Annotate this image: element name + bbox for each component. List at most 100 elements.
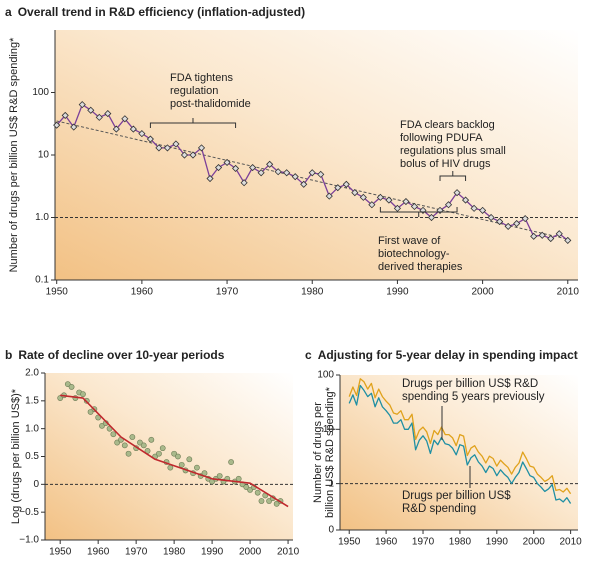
x-tick-label: 2010 [559, 537, 582, 548]
scatter-point [247, 486, 253, 493]
point-marker [257, 169, 265, 177]
point-marker [214, 163, 223, 172]
x-tick-label: 2000 [523, 537, 546, 548]
point-marker [479, 206, 487, 214]
point-marker [513, 219, 521, 228]
y-axis-label: billion US$ R&D spending* [324, 386, 336, 518]
series-label: Drugs per billion US$ R&D spending 5 yea… [402, 378, 545, 403]
panel-letter: b [5, 348, 12, 362]
scatter-point [228, 459, 234, 465]
y-tick-label: 0.5 [25, 451, 39, 462]
y-tick-label: 10 [38, 150, 50, 161]
point-marker [444, 201, 453, 209]
y-tick-label: 100 [317, 370, 334, 381]
point-marker [180, 151, 189, 159]
x-tick-label: 1980 [449, 537, 472, 548]
scatter-point [99, 422, 105, 429]
point-marker [317, 170, 325, 178]
scatter-point [273, 500, 280, 507]
annotation-text: regulation [170, 85, 218, 97]
point-marker [232, 164, 240, 172]
annotation-bracket [379, 207, 458, 217]
panel-letter: c [305, 348, 312, 362]
annotation-text: post-thalidomide [170, 98, 251, 110]
point-marker [461, 196, 470, 204]
point-marker [385, 196, 393, 204]
point-marker [300, 180, 308, 188]
annotation-text: biotechnology- [378, 248, 450, 260]
point-marker [61, 111, 69, 119]
y-tick-label: 2.0 [25, 368, 39, 379]
y-axis-label: Number of drugs per billion US$ R&D spen… [8, 37, 20, 273]
y-axis-label: Log (drugs per billion US$)* [10, 388, 22, 524]
y-tick-label: 1.0 [35, 212, 49, 223]
point-marker [359, 193, 367, 201]
point-marker [470, 204, 478, 212]
scatter-point [159, 445, 166, 452]
title-text: Adjusting for 5-year delay in spending i… [318, 348, 578, 362]
y-tick-label: 10 [323, 424, 335, 435]
y-tick-label: −1.0 [19, 535, 39, 546]
point-marker [419, 206, 427, 214]
scatter-point [114, 439, 121, 446]
series-line [348, 378, 572, 495]
x-tick-label: 1980 [301, 287, 324, 298]
point-marker [368, 201, 376, 209]
scatter-point [121, 442, 128, 449]
scatter-point [216, 473, 223, 479]
point-marker [266, 160, 274, 168]
x-tick-label: 1950 [338, 537, 361, 548]
point-marker [555, 230, 563, 238]
point-marker [427, 213, 436, 222]
x-tick-label: 1960 [375, 537, 398, 548]
point-marker [410, 202, 419, 211]
title-text: Overall trend in R&D efficiency (inflati… [18, 5, 305, 19]
scatter-point [266, 498, 272, 504]
x-tick-label: 2000 [239, 547, 262, 558]
annotation-text: derived therapies [378, 261, 463, 273]
y-tick-label: 0 [328, 525, 334, 536]
scatter-point [68, 384, 75, 390]
point-marker [78, 101, 86, 109]
point-marker [376, 193, 384, 201]
point-marker [325, 192, 333, 200]
annotation-text: FDA tightens [170, 72, 233, 84]
y-tick-label: 1.5 [25, 395, 39, 406]
scatter-point [140, 442, 147, 449]
x-tick-label: 1980 [163, 547, 186, 558]
point-marker [104, 110, 112, 118]
fit-line [60, 394, 289, 508]
point-marker [564, 236, 572, 244]
point-marker [70, 123, 78, 131]
trend-line [56, 120, 568, 240]
y-tick-label: 100 [32, 87, 49, 98]
scatter-point [186, 456, 193, 463]
point-marker [342, 180, 350, 188]
y-tick-label: 1.0 [25, 423, 39, 434]
x-tick-label: 2010 [277, 547, 300, 558]
y-tick-label: 0.1 [35, 275, 49, 286]
scatter-point [178, 461, 185, 468]
annotation-text: First wave of [378, 235, 441, 247]
scatter-point [171, 450, 178, 457]
panel-title: b Rate of decline over 10-year periods [5, 348, 225, 362]
scatter-point [125, 450, 132, 457]
point-marker [146, 135, 154, 143]
x-tick-label: 1950 [46, 287, 69, 298]
panel-title: a Overall trend in R&D efficiency (inflat… [5, 5, 305, 19]
annotation-text: following PDUFA [400, 132, 483, 144]
x-tick-label: 1950 [49, 547, 72, 558]
panel-title: c Adjusting for 5-year delay in spending … [305, 348, 578, 362]
scatter-point [64, 381, 71, 388]
point-marker [155, 144, 163, 152]
scatter-point [258, 498, 265, 504]
scatter-point [110, 431, 117, 438]
scatter-point [87, 409, 94, 415]
scatter-point [175, 453, 181, 460]
scatter-point [243, 484, 250, 491]
annotation-text: bolus of HIV drugs [400, 158, 491, 170]
point-marker [538, 231, 546, 239]
point-marker [274, 168, 282, 176]
point-marker [206, 174, 214, 183]
